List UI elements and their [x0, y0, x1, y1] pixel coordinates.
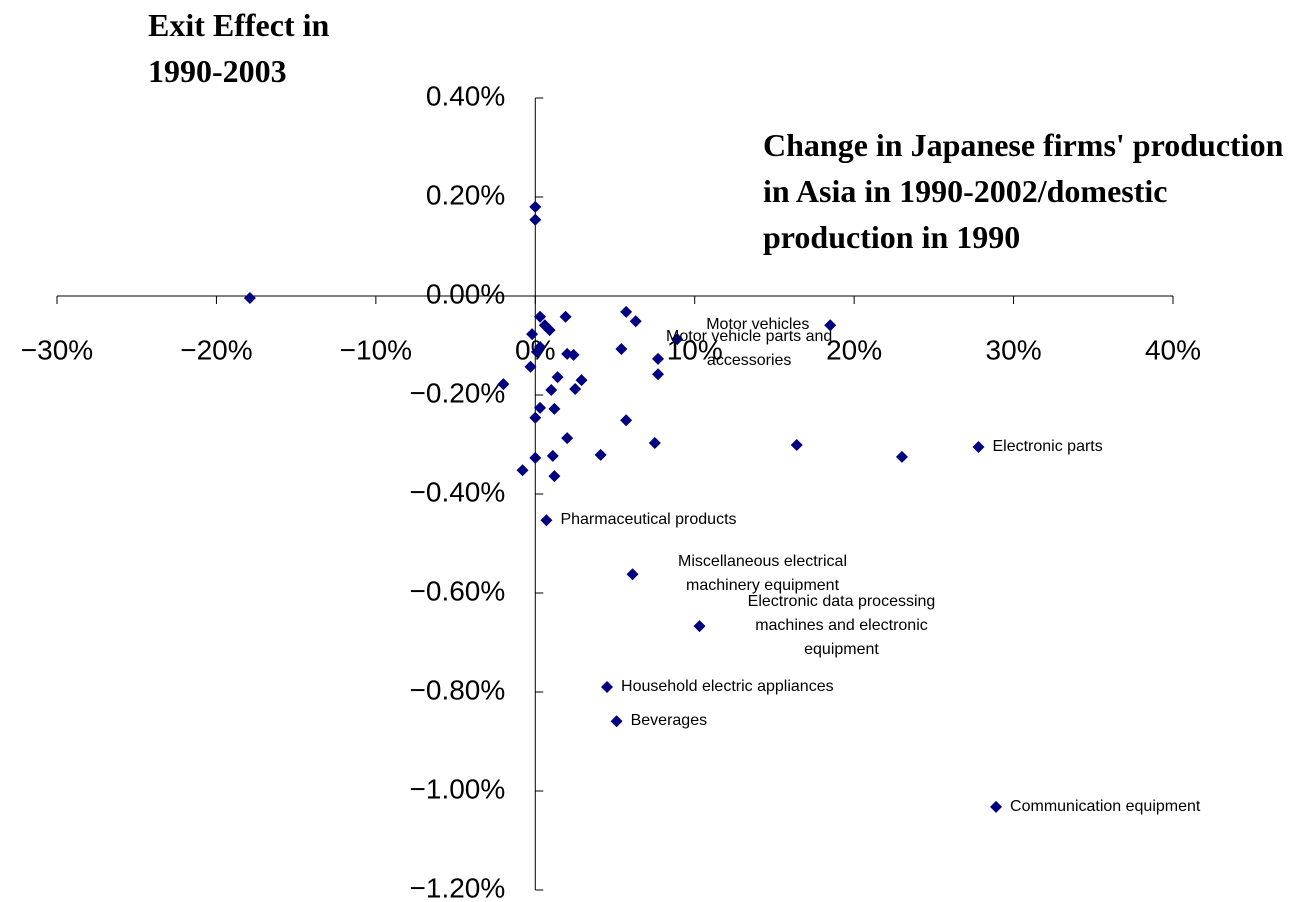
y-tick-label: −1.00% — [410, 773, 506, 804]
point — [790, 438, 803, 451]
point — [516, 464, 529, 477]
point — [243, 291, 256, 304]
point — [671, 333, 684, 346]
y-tick-label: 0.20% — [426, 179, 505, 210]
point — [567, 348, 580, 361]
point-label: Communication equipment — [1010, 797, 1201, 815]
y-tick-label: −0.60% — [410, 575, 506, 606]
point — [561, 432, 574, 445]
point-label: Motor vehicle parts and accessories — [666, 328, 833, 370]
point — [824, 319, 837, 332]
point — [626, 568, 639, 581]
point — [534, 340, 547, 353]
point-label: Electronic data processing machines and … — [747, 593, 936, 659]
point — [575, 374, 588, 387]
point — [543, 324, 556, 337]
point — [972, 440, 985, 453]
x-axis-title: Change in Japanese firms' production in … — [763, 127, 1284, 255]
point — [546, 449, 559, 462]
point — [615, 342, 628, 355]
x-tick-label: 20% — [826, 334, 882, 365]
point — [526, 328, 539, 341]
y-tick-label: −0.20% — [410, 377, 506, 408]
x-tick-label: −20% — [180, 334, 252, 365]
point — [610, 715, 623, 728]
point-label: Pharmaceutical products — [560, 511, 737, 529]
y-axis-title: Exit Effect in 1990-2003 — [148, 7, 330, 89]
point — [534, 310, 547, 323]
point — [551, 371, 564, 384]
point — [620, 414, 633, 427]
x-tick-label: −10% — [340, 334, 412, 365]
point — [990, 800, 1003, 813]
point — [548, 402, 561, 415]
point — [534, 401, 547, 414]
y-tick-label: 0.00% — [426, 278, 505, 309]
point — [569, 383, 582, 396]
y-tick-label: −0.40% — [410, 476, 506, 507]
point — [524, 360, 537, 373]
x-tick-label: 30% — [986, 334, 1042, 365]
point-label: Electronic parts — [992, 437, 1103, 455]
point — [594, 448, 607, 461]
y-tick-label: 0.40% — [426, 80, 505, 111]
point — [559, 310, 572, 323]
point — [629, 315, 642, 328]
point — [548, 470, 561, 483]
point — [545, 384, 558, 397]
point — [529, 411, 542, 424]
point — [529, 213, 542, 226]
point — [652, 368, 665, 381]
point — [529, 200, 542, 213]
point-label: Household electric appliances — [621, 678, 834, 696]
point — [652, 352, 665, 365]
y-tick-label: −1.20% — [410, 872, 506, 902]
x-tick-label: 40% — [1145, 334, 1201, 365]
point-label: Miscellaneous electrical machinery equip… — [678, 553, 848, 595]
point — [648, 437, 661, 450]
point — [620, 305, 633, 318]
point-label: Motor vehicles — [706, 316, 810, 334]
point — [497, 378, 510, 391]
point — [693, 620, 706, 633]
point — [601, 681, 614, 694]
point — [895, 450, 908, 463]
point-label: Beverages — [630, 712, 708, 730]
point — [529, 451, 542, 464]
point — [540, 514, 553, 527]
x-tick-label: −30% — [21, 334, 93, 365]
y-tick-label: −0.80% — [410, 674, 506, 705]
